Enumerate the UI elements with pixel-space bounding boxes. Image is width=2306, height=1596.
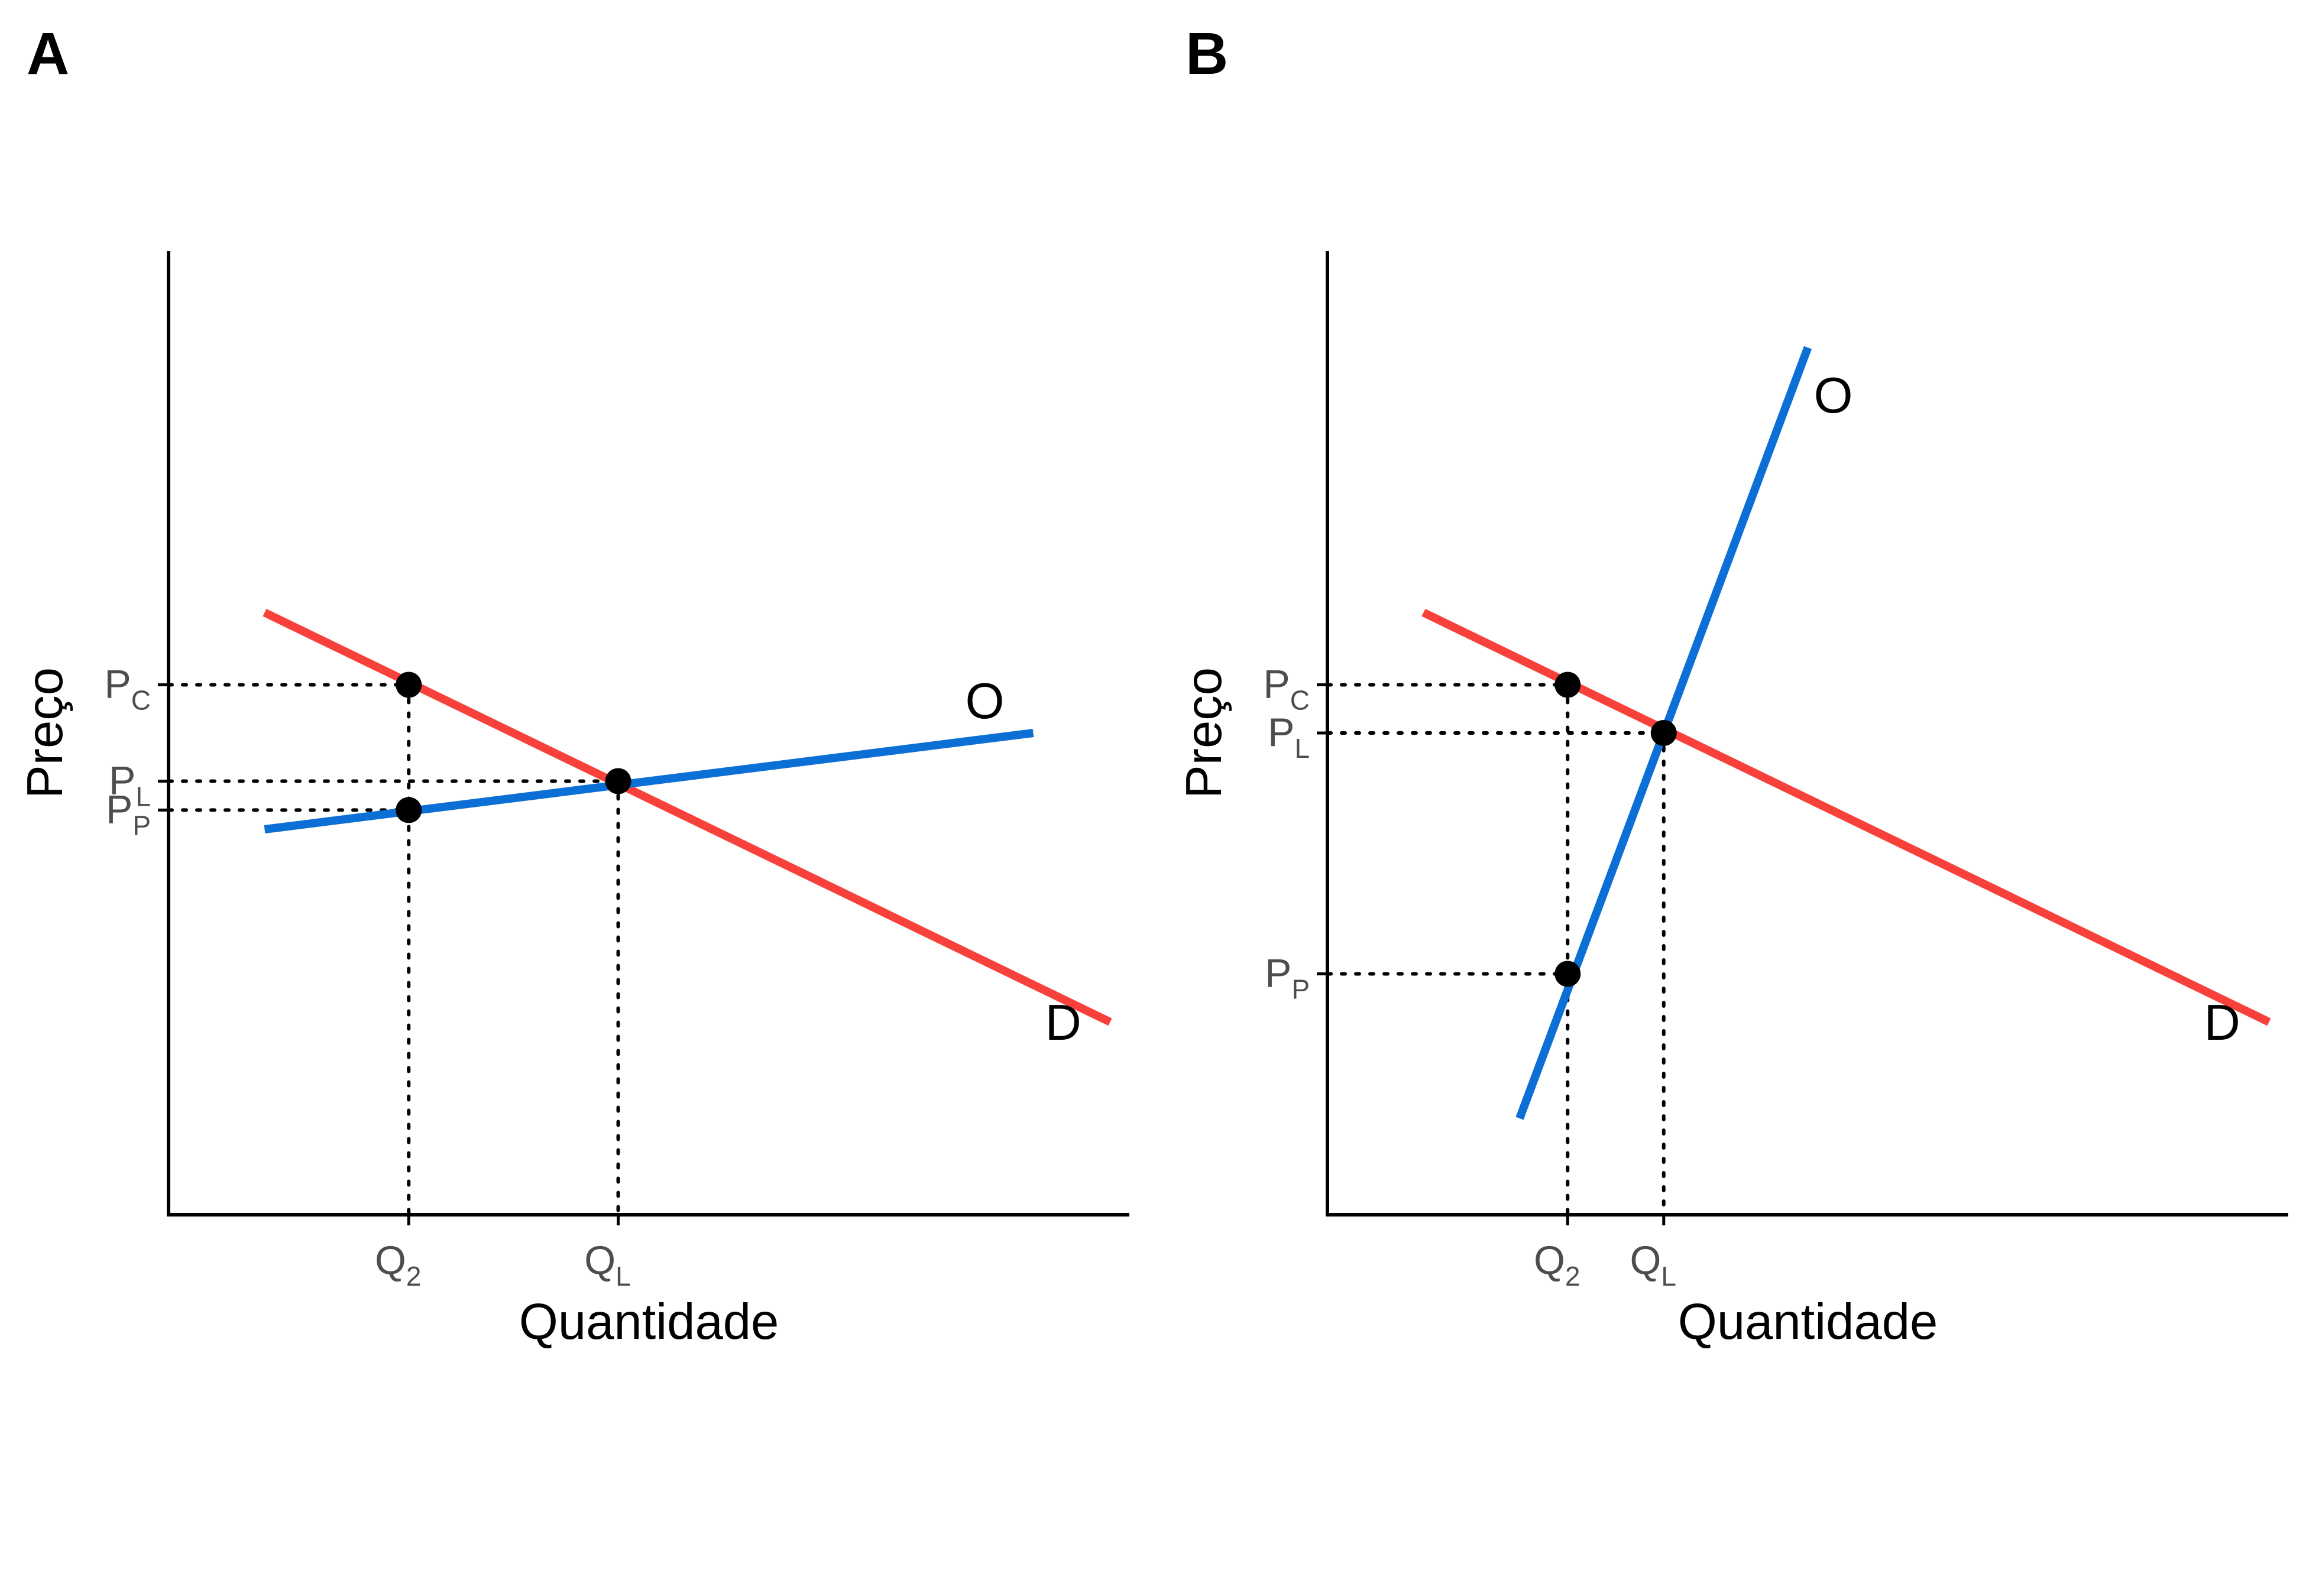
y-tick-label-main: P bbox=[1268, 710, 1294, 755]
y-tick-label-sub: L bbox=[1294, 733, 1310, 764]
equilibrium-point-1 bbox=[605, 768, 631, 794]
y-tick-label-sub: C bbox=[131, 685, 151, 716]
y-axis-title: Preço bbox=[17, 667, 73, 799]
equilibrium-point-0 bbox=[1554, 672, 1581, 698]
panel-letter-a: A bbox=[27, 21, 69, 87]
supply-curve bbox=[264, 729, 1034, 833]
y-tick-label-sub: L bbox=[135, 781, 151, 812]
equilibrium-point-1 bbox=[1650, 720, 1677, 746]
supply-curve-label: O bbox=[966, 673, 1005, 729]
x-tick-label: QL bbox=[584, 1238, 631, 1292]
x-tick-label-sub: L bbox=[1661, 1261, 1676, 1292]
y-tick-label: PP bbox=[1265, 951, 1310, 1005]
demand-curve bbox=[1421, 608, 2271, 1026]
supply-curve-label: O bbox=[1814, 368, 1853, 424]
y-tick-label-sub: C bbox=[1290, 685, 1310, 716]
x-tick-label-sub: 2 bbox=[406, 1261, 422, 1292]
y-tick-label-sub: P bbox=[132, 810, 151, 841]
x-tick-label-main: Q bbox=[375, 1238, 406, 1283]
y-axis-title: Preço bbox=[1176, 667, 1232, 799]
y-tick-label-main: P bbox=[109, 758, 135, 803]
equilibrium-point-0 bbox=[396, 672, 422, 698]
y-tick-label: PC bbox=[1263, 662, 1310, 716]
y-tick-label-main: P bbox=[104, 662, 131, 707]
demand-curve-label: D bbox=[2204, 995, 2240, 1051]
x-tick-label-main: Q bbox=[584, 1238, 616, 1283]
equilibrium-point-2 bbox=[1554, 961, 1581, 987]
y-tick-label-main: P bbox=[106, 787, 132, 832]
x-tick-label-sub: L bbox=[616, 1261, 631, 1292]
panel-letter-b: B bbox=[1186, 21, 1228, 87]
x-axis-title: Quantidade bbox=[1678, 1294, 1938, 1350]
equilibrium-point-2 bbox=[396, 797, 422, 823]
x-tick-label: Q2 bbox=[375, 1238, 422, 1292]
y-tick-label-main: P bbox=[1263, 662, 1290, 707]
x-axis-title: Quantidade bbox=[519, 1294, 779, 1350]
y-tick-label-main: P bbox=[1265, 951, 1291, 996]
x-tick-label-main: Q bbox=[1630, 1238, 1662, 1283]
y-tick-label: PP bbox=[106, 787, 151, 841]
y-tick-label: PL bbox=[1268, 710, 1310, 764]
x-tick-label: Q2 bbox=[1534, 1238, 1580, 1292]
y-tick-label: PC bbox=[104, 662, 151, 716]
demand-curve-label: D bbox=[1045, 995, 1081, 1051]
x-tick-label-main: Q bbox=[1534, 1238, 1565, 1283]
y-tick-label-sub: P bbox=[1291, 974, 1310, 1005]
x-tick-label: QL bbox=[1630, 1238, 1677, 1292]
y-tick-label: PL bbox=[109, 758, 151, 812]
x-tick-label-sub: 2 bbox=[1565, 1261, 1580, 1292]
